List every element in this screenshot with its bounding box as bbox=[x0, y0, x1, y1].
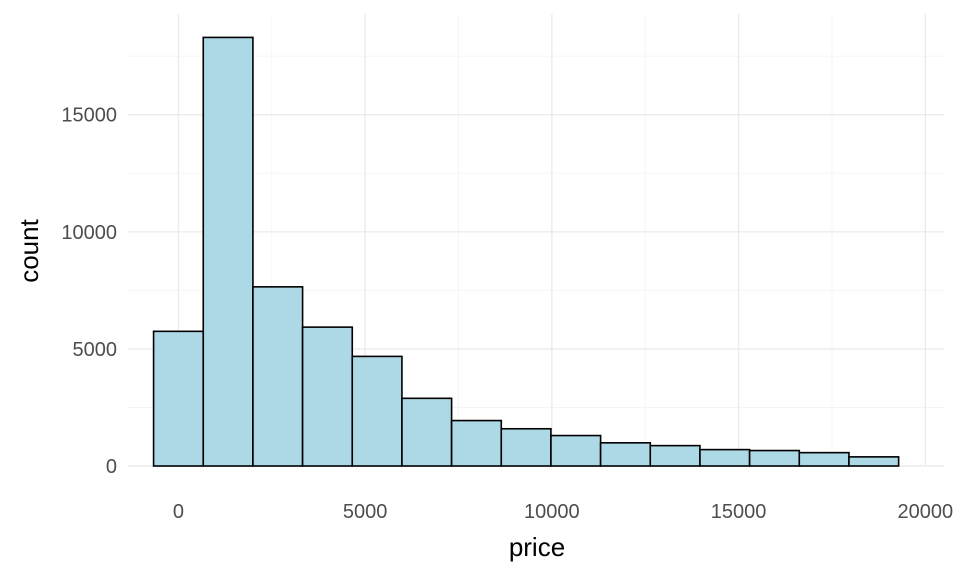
x-tick-label: 15000 bbox=[711, 501, 767, 523]
histogram-bar bbox=[202, 36, 254, 467]
x-axis-title: price bbox=[509, 532, 565, 562]
histogram-bar bbox=[699, 448, 751, 467]
x-tick-label: 10000 bbox=[524, 501, 580, 523]
y-tick-label: 15000 bbox=[61, 105, 117, 127]
histogram-bar bbox=[798, 451, 850, 467]
histogram-bar bbox=[748, 449, 801, 467]
histogram-bar bbox=[500, 427, 552, 467]
histogram-bar bbox=[649, 444, 701, 467]
histogram-bar bbox=[401, 397, 453, 467]
y-axis-title: count bbox=[14, 218, 44, 282]
histogram-bar bbox=[252, 286, 304, 467]
histogram-bar bbox=[550, 434, 602, 467]
histogram-bar bbox=[301, 326, 354, 467]
histogram-bar bbox=[351, 355, 403, 467]
histogram-bar bbox=[599, 442, 652, 467]
histogram-bar bbox=[848, 456, 900, 467]
y-tick-label: 0 bbox=[106, 456, 117, 478]
x-tick-label: 20000 bbox=[898, 501, 954, 523]
x-tick-label: 0 bbox=[173, 501, 184, 523]
x-axis-ticks: 0 5000 10000 15000 20000 bbox=[173, 501, 953, 523]
histogram-bars bbox=[152, 36, 900, 467]
x-tick-label: 5000 bbox=[343, 501, 388, 523]
y-tick-label: 5000 bbox=[73, 339, 118, 361]
histogram-bar bbox=[152, 330, 205, 467]
histogram-bar bbox=[450, 419, 503, 467]
y-axis-ticks: 0 5000 10000 15000 bbox=[61, 105, 117, 478]
y-tick-label: 10000 bbox=[61, 222, 117, 244]
